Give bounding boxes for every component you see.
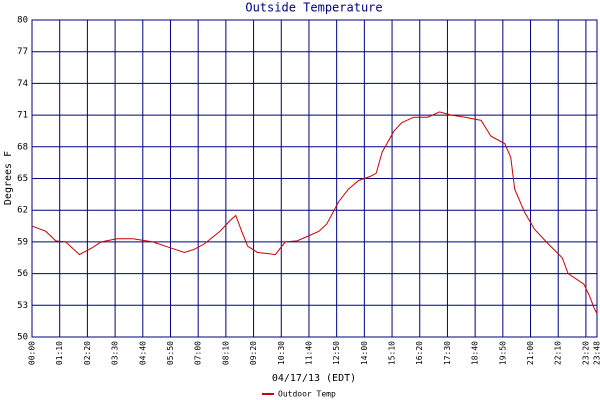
x-tick-label: 07:00 <box>194 341 203 365</box>
data-line <box>31 111 598 314</box>
y-tick-label: 80 <box>17 16 28 26</box>
x-tick-label: 12:50 <box>332 341 341 365</box>
x-tick-label: 02:20 <box>83 341 92 365</box>
y-tick-label: 62 <box>17 206 28 216</box>
y-tick-label: 53 <box>17 301 28 311</box>
x-axis-title: 04/17/13 (EDT) <box>272 373 356 384</box>
x-tick-label: 04:40 <box>138 341 147 365</box>
x-tick-label: 18:40 <box>471 341 480 365</box>
x-tick-label: 23:20 <box>581 341 590 365</box>
x-tick-label: 17:30 <box>443 341 452 365</box>
y-tick-label: 71 <box>17 111 28 121</box>
x-tick-label: 00:00 <box>28 341 37 365</box>
x-tick-label: 15:10 <box>388 341 397 365</box>
x-tick-label: 09:20 <box>249 341 258 365</box>
y-tick-label: 56 <box>17 269 28 279</box>
x-tick-label: 23:48 <box>593 341 600 365</box>
x-tick-label: 10:30 <box>277 341 286 365</box>
y-tick-label: 59 <box>17 237 28 247</box>
x-tick-label: 19:50 <box>498 341 507 365</box>
y-tick-label: 77 <box>17 47 28 57</box>
x-tick-label: 03:30 <box>111 341 120 365</box>
y-tick-label: 68 <box>17 142 28 152</box>
y-tick-label: 65 <box>17 174 28 184</box>
y-tick-label: 50 <box>17 333 28 343</box>
x-tick-label: 05:50 <box>166 341 175 365</box>
x-tick-label: 01:10 <box>55 341 64 365</box>
y-axis-title: Degrees F <box>3 151 14 205</box>
x-tick-label: 22:10 <box>554 341 563 365</box>
legend-label: Outdoor Temp <box>278 390 336 399</box>
y-tick-label: 74 <box>17 79 28 89</box>
x-tick-label: 21:00 <box>526 341 535 365</box>
chart-title: Outside Temperature <box>245 1 382 15</box>
x-tick-label: 11:40 <box>304 341 313 365</box>
x-tick-label: 14:00 <box>360 341 369 365</box>
x-tick-label: 16:20 <box>415 341 424 365</box>
x-tick-label: 08:10 <box>221 341 230 365</box>
